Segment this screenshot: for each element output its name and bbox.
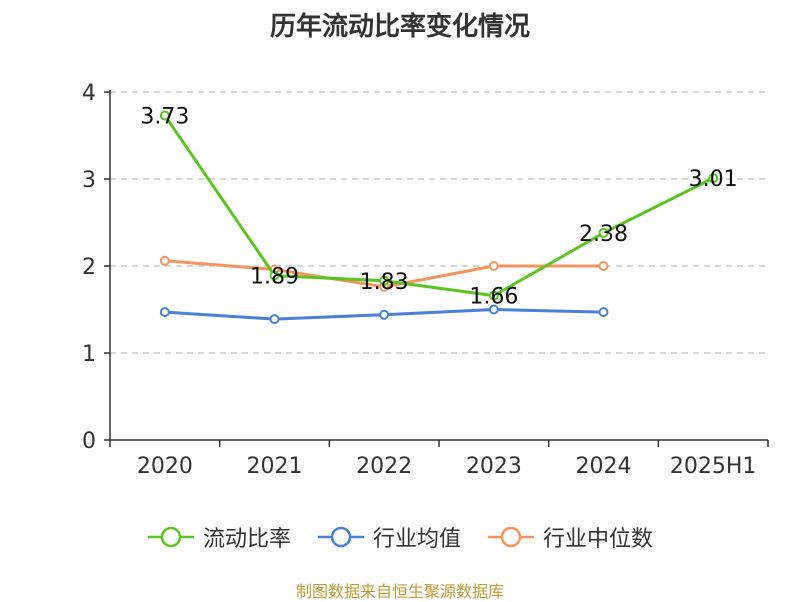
data-label: 3.01 [689,167,738,192]
data-labels: 3.73 1.89 1.83 1.66 2.38 3.01 [140,104,737,309]
y-tick-label: 1 [82,342,96,367]
data-point[interactable] [379,309,390,320]
series-line [163,114,714,298]
legend-swatch [147,526,194,548]
legend-label: 行业均值 [372,527,461,552]
x-tick-label: 2023 [466,454,522,479]
data-point[interactable] [488,304,499,315]
legend-swatch [488,526,534,548]
legend: 流动比率 行业均值 行业中位数 [0,520,800,554]
legend-item[interactable]: 流动比率 [147,521,291,553]
data-point[interactable] [598,261,609,271]
data-point[interactable] [269,270,280,281]
data-label: 1.89 [250,265,299,290]
x-tick-label: 2021 [247,454,303,479]
chart-title: 历年流动比率变化情况 [269,12,530,42]
data-label: 1.66 [469,285,518,310]
data-point[interactable] [488,261,499,271]
x-tick-label: 2024 [576,454,632,479]
data-point[interactable] [708,173,719,184]
data-point[interactable] [379,275,390,286]
data-point[interactable] [269,314,280,325]
data-point[interactable] [598,307,609,318]
data-point[interactable] [159,255,170,266]
y-tick-label: 0 [82,429,96,454]
axes: 0 1 2 3 4 2020 2021 2022 2023 2024 2025H1 [82,81,769,479]
y-tick-label: 2 [82,255,96,280]
legend-swatch [317,526,364,548]
legend-label: 行业中位数 [543,527,654,552]
legend-item[interactable]: 行业中位数 [487,521,653,553]
legend-label: 流动比率 [202,527,291,552]
legend-item[interactable]: 行业均值 [317,521,461,553]
data-label: 3.73 [140,104,189,129]
series-lines [159,110,719,325]
source-note: 制图数据来自恒生聚源数据库 [295,582,504,601]
x-tick-label: 2020 [137,454,193,479]
data-point[interactable] [159,110,170,121]
data-point[interactable] [488,290,499,301]
y-tick-label: 4 [82,81,96,106]
x-tick-label: 2022 [356,454,412,479]
data-label: 2.38 [579,222,628,247]
data-label: 1.83 [360,270,409,295]
y-tick-label: 3 [82,168,96,193]
x-tick-label: 2025H1 [670,454,757,479]
data-point[interactable] [159,307,170,318]
data-point[interactable] [598,227,609,238]
